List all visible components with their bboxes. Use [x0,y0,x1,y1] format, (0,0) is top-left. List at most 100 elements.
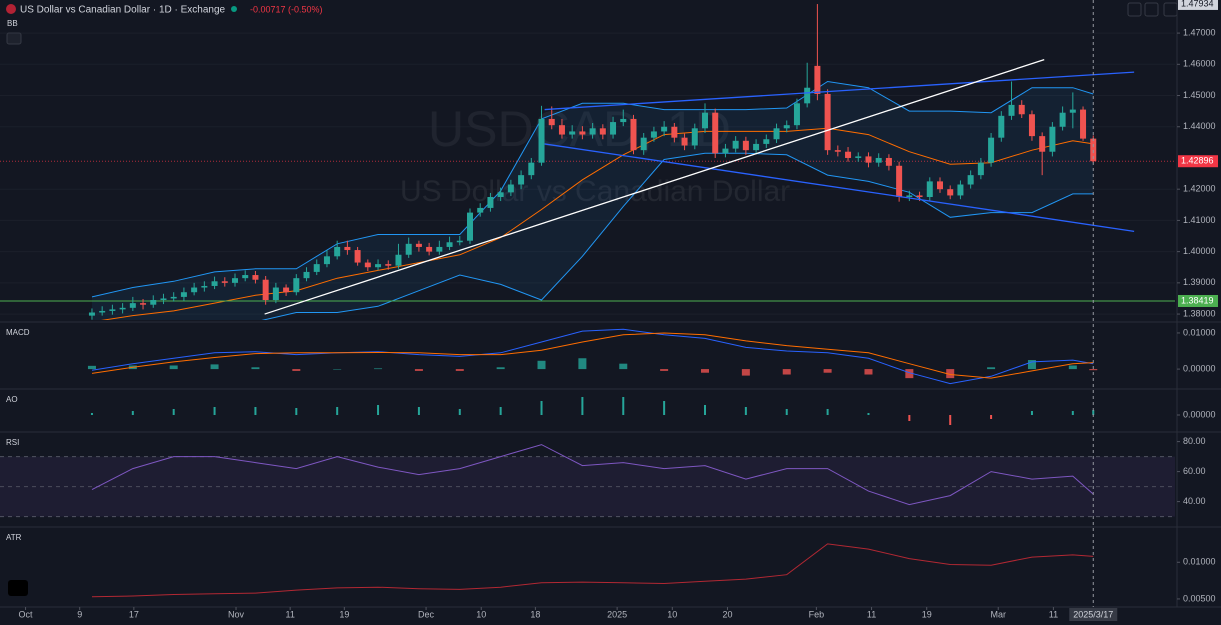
ao-bar [704,405,706,415]
histogram-bar [1068,365,1077,370]
histogram-bar [210,364,219,370]
y-tick-label: 1.47000 [1183,27,1216,37]
histogram-bar [455,369,464,371]
histogram-bar [741,369,750,376]
candle-body [1080,109,1087,139]
trend-line [264,59,1045,315]
x-tick-label: 18 [530,609,540,619]
x-tick-label: Oct [19,609,34,619]
candle-body [610,122,617,135]
candle-body [160,298,167,301]
market-status [231,6,237,12]
x-tick-label: 20 [722,609,732,619]
candle-body [896,165,903,197]
histogram-bar [537,360,546,370]
y-tick-label: 0.00500 [1183,593,1216,603]
panel [90,397,1095,425]
panel [0,4,1175,320]
x-tick-label: 19 [339,609,349,619]
y-tick-label: 60.00 [1183,466,1206,476]
candle-body [313,264,320,272]
toolbar-button[interactable] [1127,2,1142,17]
candle-body [180,292,187,297]
candle-body [926,181,933,197]
ao-bar [867,413,870,415]
bb-basis [101,127,1094,320]
candle-body [732,140,739,149]
candle-body [589,128,596,135]
y-tick-label: 1.39000 [1183,277,1216,287]
y-tick-label: 0.00000 [1183,363,1216,373]
histogram-bar [1027,360,1036,370]
candle-body [252,275,259,280]
candle-body [742,140,749,151]
histogram-bar [87,365,96,370]
toolbar-button[interactable] [1144,2,1159,17]
ao-bar [90,413,93,415]
ao-bar [172,409,175,415]
ao-bar [622,397,625,415]
candle-body [691,128,698,146]
y-tick-label: 1.44000 [1183,121,1216,131]
candle-body [630,118,637,151]
atr-line [91,543,1094,598]
flag-icon [6,4,16,14]
x-tick-label: 10 [476,609,486,619]
candle-body [1059,112,1066,127]
candle-body [385,264,392,266]
y-tick-label: 1.42000 [1183,184,1216,194]
y-tick-label: 1.45000 [1183,90,1216,100]
ao-bar [1030,411,1033,415]
indicator-label[interactable]: BB [7,19,18,28]
candle-body [712,112,719,154]
candle-body [1018,104,1025,115]
candle-body [804,87,811,104]
candle-body [109,309,116,311]
candle-body [119,307,126,310]
x-tick-label: Mar [990,609,1006,619]
histogram-bar [496,367,505,370]
price-tag-label: 1.47934 [1181,0,1214,8]
candle-body [824,93,831,151]
x-tick-label: 2025 [607,609,627,619]
histogram-bar [333,369,342,370]
price-tag [1178,155,1218,168]
ao-bar [1092,410,1095,415]
panel [0,444,1175,518]
ao-bar [663,401,666,415]
y-tick-label: 0.01000 [1183,327,1216,337]
x-tick-label: Nov [228,609,245,619]
candle-body [129,303,136,308]
collapse-button[interactable] [6,32,22,45]
candle-body [334,246,341,257]
symbol-title[interactable]: US Dollar vs Canadian Dollar · 1D · Exch… [20,5,226,16]
candle-body [201,285,208,288]
candle-body [967,175,974,185]
histogram-bar [946,369,955,379]
candle-body [763,139,770,144]
y-tick-label: 1.41000 [1183,215,1216,225]
x-tick-label: 19 [922,609,932,619]
panel-title: MACD [6,328,30,337]
candle-body [436,246,443,252]
ao-bar [377,405,380,415]
cursor-box [1069,608,1118,621]
candle-body [937,181,943,190]
candle-body [834,150,841,152]
candle-body [548,118,555,126]
histogram-bar [169,365,178,370]
histogram-bar [823,369,832,373]
toolbar-button[interactable] [1163,2,1178,17]
panel-title: AO [6,395,18,404]
ao-bar [499,407,502,415]
y-tick-label: 0.00000 [1183,409,1216,419]
bb-lower [261,152,1094,320]
candle-body [599,128,606,135]
histogram-bar [660,369,669,371]
candle-body [354,250,361,263]
x-tick-label: Feb [809,609,825,619]
candle-body [528,162,535,176]
bb-upper [91,80,1094,298]
candle-body [507,184,514,193]
candle-body [1028,114,1035,137]
